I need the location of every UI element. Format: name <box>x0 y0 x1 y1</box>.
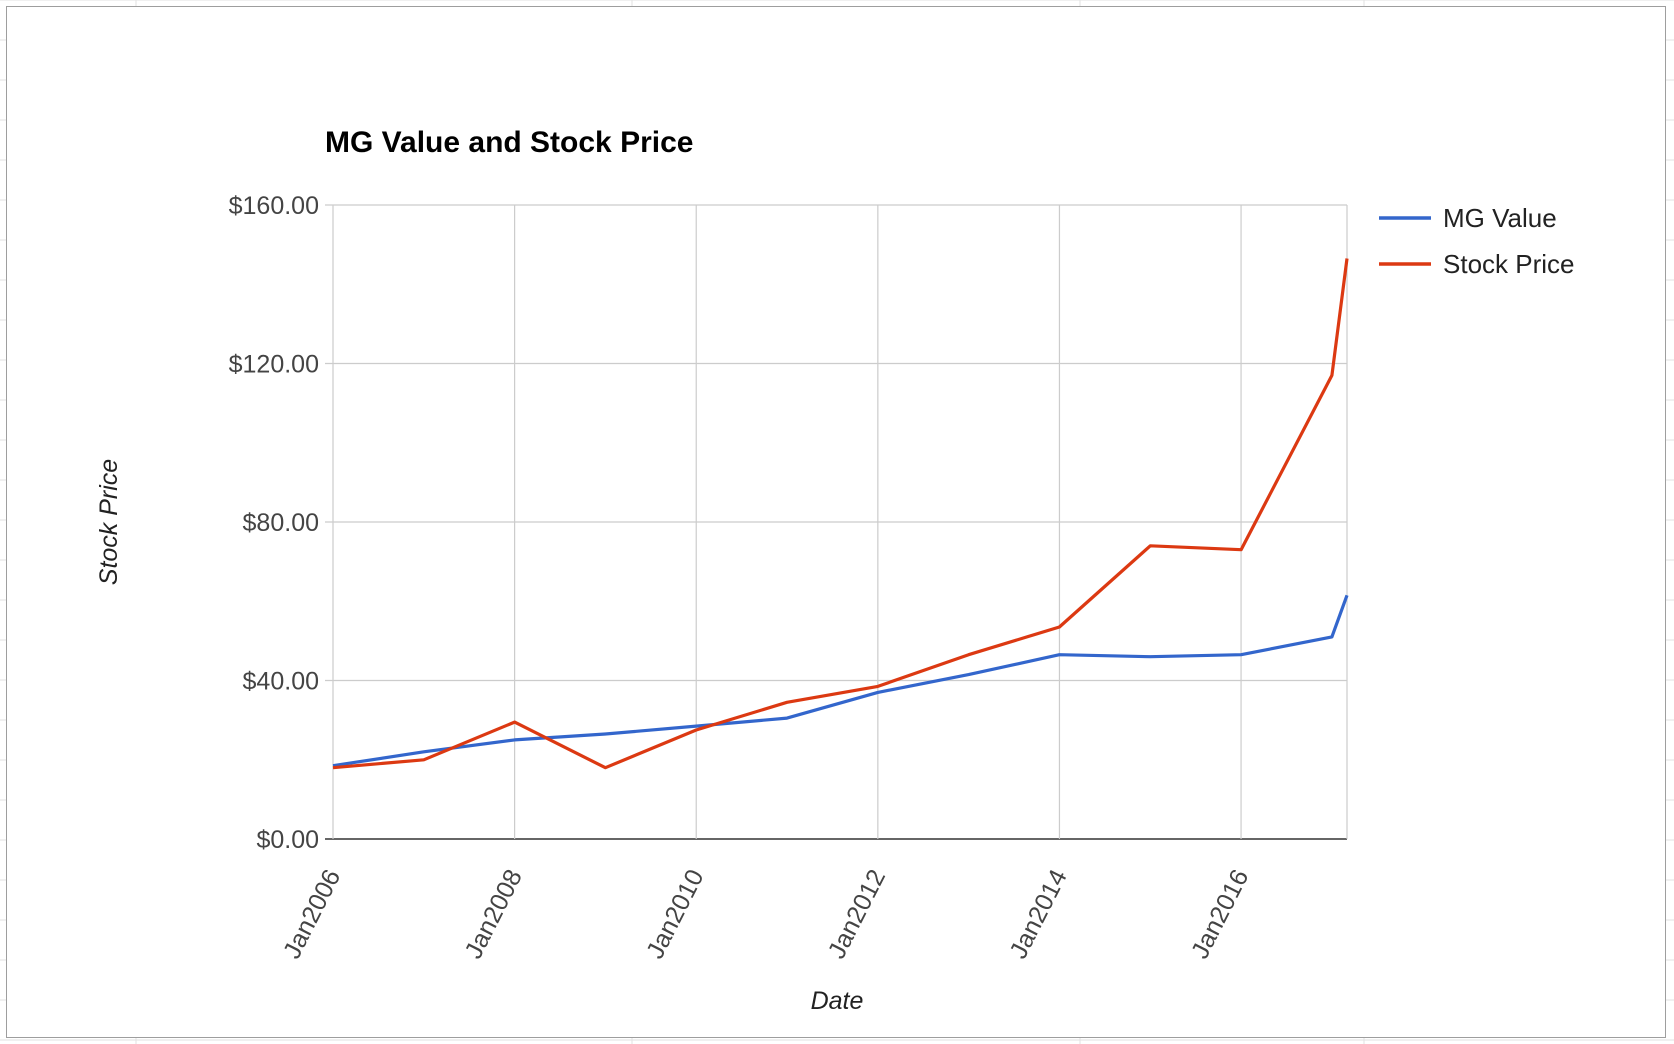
x-tick-label: Jan2008 <box>459 865 528 963</box>
x-tick-label: Jan2006 <box>278 865 347 963</box>
gridlines <box>325 204 1348 840</box>
y-tick-label: $80.00 <box>243 509 319 537</box>
y-tick-label: $160.00 <box>229 192 319 220</box>
x-axis-ticks: Jan2006 Jan2008 Jan2010 Jan2012 Jan2014 Jan20… <box>278 865 1255 963</box>
x-tick-label: Jan2014 <box>1004 865 1073 963</box>
series-line-mg-value <box>332 594 1349 768</box>
x-tick-label: Jan2016 <box>1186 865 1255 963</box>
x-tick-label: Jan2010 <box>641 865 710 963</box>
x-axis-title: Date <box>811 987 864 1015</box>
y-tick-label: $40.00 <box>243 668 319 696</box>
y-axis-ticks: $0.00 $40.00 $80.00 $120.00 $160.00 <box>229 192 319 854</box>
line-chart: MG Value and Stock Price Stock Price Dat… <box>95 126 1575 1015</box>
legend: MG Value Stock Price <box>1379 203 1575 279</box>
legend-label: Stock Price <box>1443 249 1575 279</box>
y-tick-label: $0.00 <box>256 826 319 854</box>
y-tick-label: $120.00 <box>229 351 319 379</box>
chart-title: MG Value and Stock Price <box>325 126 693 159</box>
series-line-stock-price <box>332 258 1349 770</box>
legend-label: MG Value <box>1443 203 1557 233</box>
series-lines <box>332 258 1349 770</box>
y-axis-title: Stock Price <box>95 459 123 585</box>
x-tick-label: Jan2012 <box>823 865 892 963</box>
chart-panel[interactable]: MG Value and Stock Price Stock Price Dat… <box>6 6 1666 1038</box>
